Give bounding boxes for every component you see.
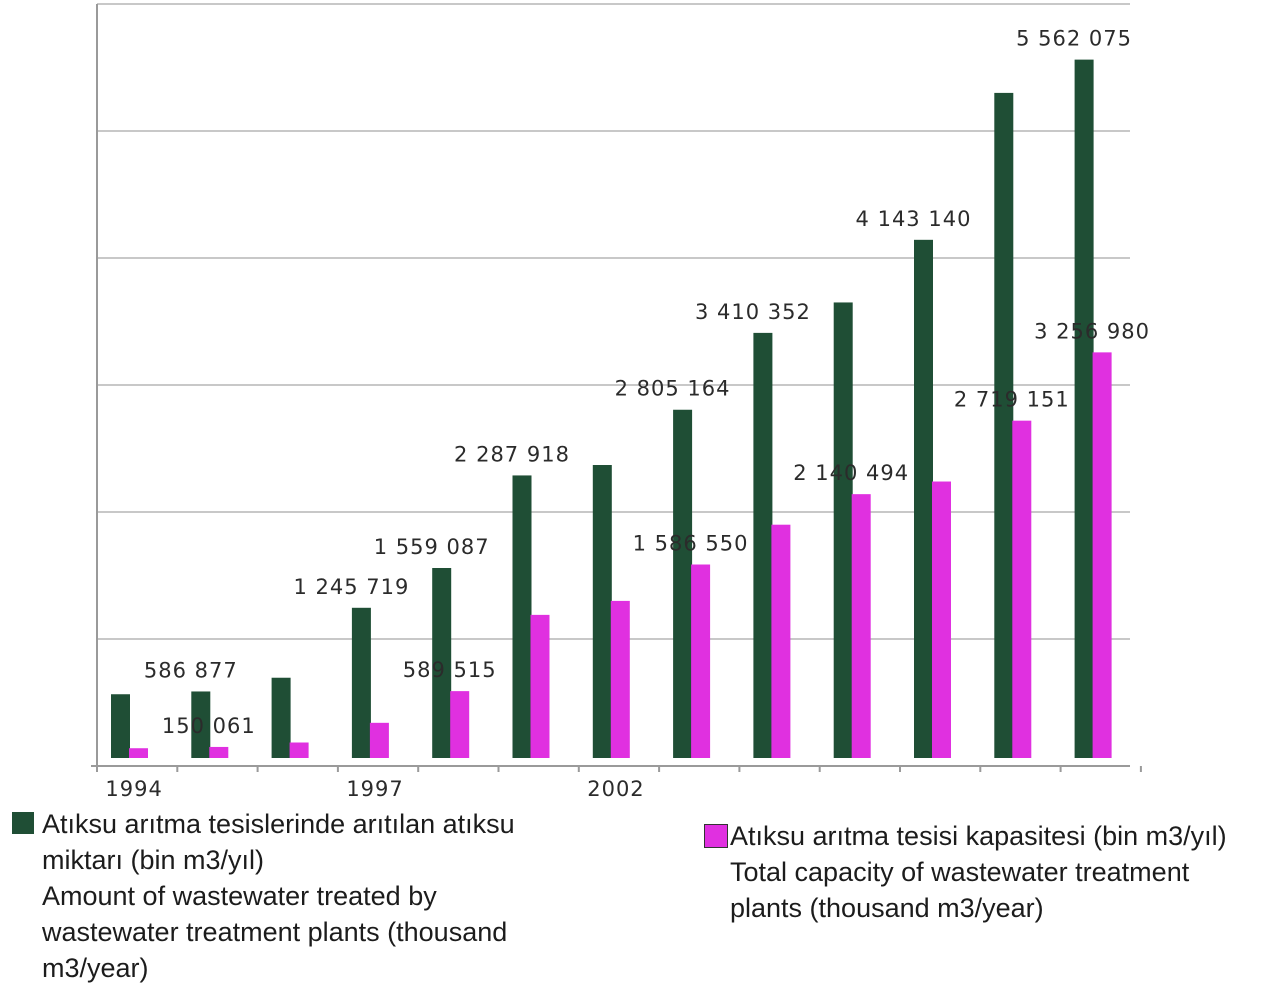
data-label-treated: 1 559 087 [374, 535, 490, 559]
data-label-capacity: 150 061 [162, 714, 256, 738]
legend-capacity-line-2: Total capacity of wastewater treatment [730, 857, 1190, 887]
bar-capacity [691, 564, 711, 758]
bar-capacity [450, 691, 470, 758]
data-label-capacity: 589 515 [403, 658, 497, 682]
bar-treated [512, 475, 532, 758]
bar-capacity [209, 746, 229, 758]
x-tick-label: 2002 [587, 777, 644, 800]
x-tick-labels: 1994 1997 2002 [105, 777, 644, 800]
bar-treated [271, 677, 291, 758]
bar-capacity [771, 524, 791, 758]
x-tick-label: 1994 [105, 777, 162, 800]
legend-treated-line-1: Atıksu arıtma tesislerinde arıtılan atık… [42, 809, 515, 839]
data-label-capacity: 1 586 550 [633, 532, 749, 556]
bar-capacity [610, 600, 630, 758]
legend-treated-line-3: Amount of wastewater treated by [42, 881, 437, 911]
legend-capacity-line-3: plants (thousand m3/year) [730, 893, 1044, 923]
bar-capacity [1012, 420, 1032, 758]
bar-treated [673, 409, 693, 758]
bar-capacity [129, 748, 148, 758]
bar-capacity [289, 742, 309, 758]
bar-treated [432, 567, 452, 758]
data-label-treated: 3 410 352 [695, 300, 811, 324]
bar-treated [592, 465, 612, 758]
data-label-capacity: 2 719 151 [954, 388, 1070, 412]
bar-capacity [851, 494, 871, 758]
data-label-treated: 2 805 164 [615, 377, 731, 401]
legend-treated-line-5: m3/year) [42, 953, 149, 983]
data-label-capacity: 2 140 494 [793, 461, 909, 485]
data-label-treated: 2 287 918 [454, 442, 570, 466]
bar-chart: 586 877 1 245 719 1 559 087 2 287 918 2 805 … [91, 3, 1150, 800]
legend-swatch-capacity [704, 824, 728, 848]
data-label-capacity: 3 256 980 [1034, 319, 1150, 343]
bars [111, 59, 1112, 759]
bar-treated [1074, 59, 1094, 759]
bar-capacity [932, 481, 951, 758]
legend-treated-line-2: miktarı (bin m3/yıl) [42, 845, 265, 875]
bar-capacity [1092, 352, 1112, 758]
axes [91, 4, 1142, 772]
bar-treated [111, 694, 130, 758]
x-tick-label: 1997 [346, 777, 403, 800]
bar-treated [833, 302, 853, 758]
bar-treated [994, 92, 1014, 758]
gridlines [97, 3, 1130, 640]
data-label-treated: 5 562 075 [1016, 27, 1132, 51]
bar-capacity [369, 722, 389, 758]
data-label-treated: 4 143 140 [856, 207, 972, 231]
bar-treated [914, 239, 933, 758]
legend-swatch-treated [12, 812, 34, 834]
data-label-treated: 586 877 [144, 658, 238, 682]
data-label-treated: 1 245 719 [293, 575, 409, 599]
legend-capacity-line-1: Atıksu arıtma tesisi kapasitesi (bin m3/… [730, 821, 1227, 851]
bar-capacity [530, 614, 550, 758]
bar-treated [753, 332, 773, 758]
bar-treated [191, 691, 211, 758]
bar-treated [351, 607, 371, 758]
data-labels: 586 877 1 245 719 1 559 087 2 287 918 2 805 … [144, 27, 1150, 738]
legend-treated-line-4: wastewater treatment plants (thousand [42, 917, 508, 947]
